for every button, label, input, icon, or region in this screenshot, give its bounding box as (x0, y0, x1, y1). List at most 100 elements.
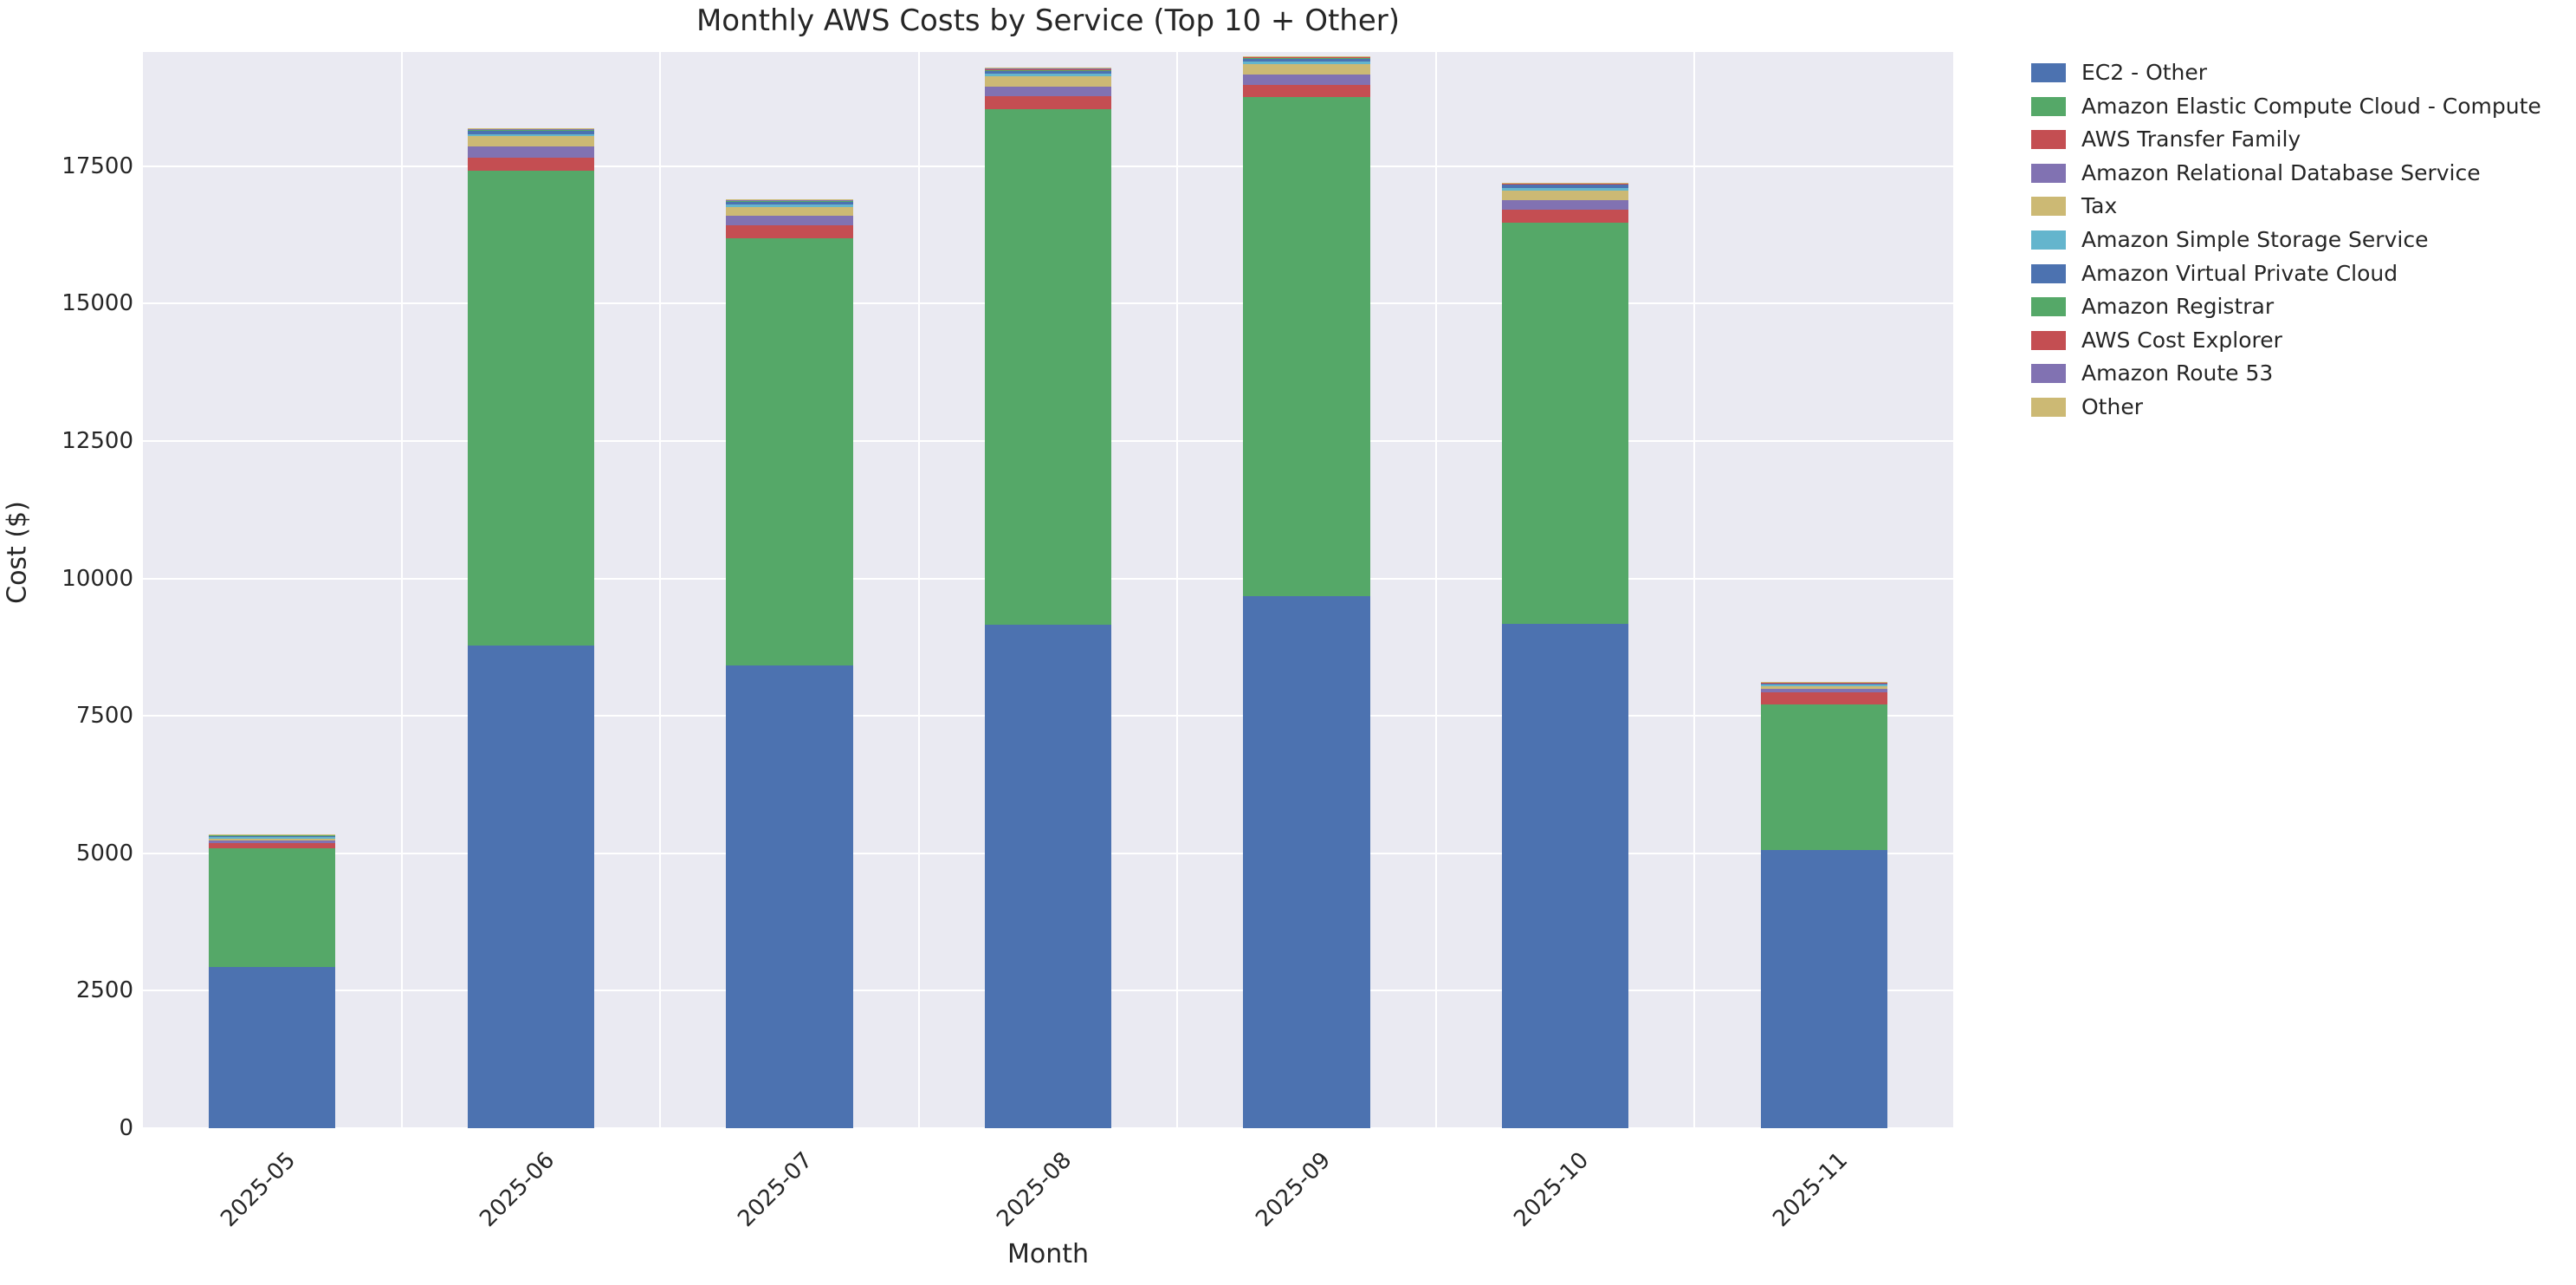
legend-swatch-icon (2031, 330, 2066, 350)
bar-segment[interactable] (1760, 704, 1887, 850)
bar-segment[interactable] (984, 86, 1112, 97)
legend-item[interactable]: Amazon Registrar (2031, 295, 2568, 317)
bar-segment[interactable] (1243, 56, 1370, 57)
bar-segment[interactable] (1243, 84, 1370, 98)
bar-segment[interactable] (1243, 595, 1370, 1128)
bar-segment[interactable] (984, 624, 1112, 1128)
legend-label: EC2 - Other (2081, 60, 2208, 85)
bar-stack-2025-11[interactable] (1760, 52, 1887, 1128)
legend-item[interactable]: Amazon Elastic Compute Cloud - Compute (2031, 95, 2568, 117)
bar-segment[interactable] (1501, 184, 1629, 185)
gridline-vertical (659, 52, 662, 1128)
gridline-vertical (400, 52, 403, 1128)
bar-segment[interactable] (1243, 55, 1370, 57)
bar-segment[interactable] (984, 76, 1112, 87)
bar-segment[interactable] (1243, 57, 1370, 59)
bar-segment[interactable] (984, 70, 1112, 75)
bar-segment[interactable] (1760, 691, 1887, 705)
legend-item[interactable]: Amazon Virtual Private Cloud (2031, 263, 2568, 284)
bar-stack-2025-05[interactable] (209, 52, 336, 1128)
bar-segment[interactable] (209, 840, 336, 844)
y-tick-label: 15000 (61, 290, 133, 317)
bar-segment[interactable] (209, 848, 336, 968)
bar-segment[interactable] (209, 967, 336, 1128)
bar-segment[interactable] (726, 200, 853, 202)
bar-segment[interactable] (1760, 683, 1887, 685)
bar-segment[interactable] (984, 69, 1112, 71)
x-tick-label: 2025-06 (475, 1147, 560, 1233)
bar-segment[interactable] (1501, 190, 1629, 200)
bar-segment[interactable] (1501, 182, 1629, 184)
bar-segment[interactable] (1501, 223, 1629, 624)
bar-segment[interactable] (726, 201, 853, 204)
bar-segment[interactable] (1501, 200, 1629, 211)
bar-segment[interactable] (467, 129, 594, 131)
bar-segment[interactable] (726, 216, 853, 226)
bar-segment[interactable] (726, 237, 853, 665)
bar-segment[interactable] (726, 204, 853, 207)
bar-segment[interactable] (726, 198, 853, 200)
bar-segment[interactable] (1760, 849, 1887, 1128)
bar-stack-2025-10[interactable] (1501, 52, 1629, 1128)
legend-item[interactable]: AWS Transfer Family (2031, 128, 2568, 150)
bar-segment[interactable] (467, 128, 594, 130)
x-tick-label: 2025-07 (733, 1147, 819, 1233)
bar-segment[interactable] (1760, 685, 1887, 686)
x-axis-label: Month (1006, 1239, 1090, 1269)
bar-segment[interactable] (1501, 183, 1629, 185)
bar-stack-2025-09[interactable] (1243, 52, 1370, 1128)
bar-segment[interactable] (1243, 97, 1370, 596)
bar-segment[interactable] (1501, 210, 1629, 224)
legend-item[interactable]: Amazon Relational Database Service (2031, 162, 2568, 184)
bar-segment[interactable] (467, 170, 594, 646)
bar-segment[interactable] (726, 200, 853, 201)
gridline-vertical (1693, 52, 1696, 1128)
legend-label: Tax (2081, 193, 2118, 219)
legend-item[interactable]: Tax (2031, 193, 2568, 219)
bar-segment[interactable] (209, 837, 336, 839)
bar-segment[interactable] (467, 645, 594, 1128)
y-tick-label: 17500 (61, 153, 133, 179)
bar-segment[interactable] (726, 206, 853, 217)
bar-segment[interactable] (467, 129, 594, 130)
bar-segment[interactable] (467, 130, 594, 134)
bar-segment[interactable] (1243, 62, 1370, 65)
bar-segment[interactable] (209, 835, 336, 838)
legend-label: Amazon Route 53 (2081, 360, 2274, 386)
bar-segment[interactable] (984, 74, 1112, 77)
bar-segment[interactable] (1501, 184, 1629, 188)
legend-item[interactable]: Amazon Simple Storage Service (2031, 229, 2568, 250)
bar-segment[interactable] (1243, 58, 1370, 62)
legend-label: AWS Cost Explorer (2081, 327, 2282, 353)
bar-segment[interactable] (467, 127, 594, 129)
y-tick-label: 10000 (61, 565, 133, 592)
bar-segment[interactable] (984, 68, 1112, 70)
legend-item[interactable]: AWS Cost Explorer (2031, 327, 2568, 353)
bar-segment[interactable] (726, 665, 853, 1128)
bar-segment[interactable] (984, 108, 1112, 625)
bar-segment[interactable] (467, 157, 594, 171)
bar-segment[interactable] (1760, 685, 1887, 690)
bar-stack-2025-06[interactable] (467, 52, 594, 1128)
bar-segment[interactable] (726, 225, 853, 238)
bar-segment[interactable] (467, 133, 594, 137)
legend-swatch-icon (2031, 163, 2066, 183)
bar-segment[interactable] (1243, 56, 1370, 58)
bar-segment[interactable] (209, 838, 336, 841)
bar-segment[interactable] (1501, 623, 1629, 1128)
bar-segment[interactable] (984, 68, 1112, 69)
legend-item[interactable]: Amazon Route 53 (2031, 360, 2568, 386)
legend-swatch-icon (2031, 364, 2066, 384)
bar-segment[interactable] (1243, 75, 1370, 85)
bar-segment[interactable] (1501, 187, 1629, 191)
bar-segment[interactable] (984, 96, 1112, 109)
bar-segment[interactable] (1760, 689, 1887, 692)
legend-item[interactable]: Other (2031, 396, 2568, 418)
bar-segment[interactable] (1243, 64, 1370, 75)
legend-item[interactable]: EC2 - Other (2031, 62, 2568, 83)
bar-segment[interactable] (467, 146, 594, 158)
bar-stack-2025-08[interactable] (984, 52, 1112, 1128)
bar-segment[interactable] (467, 136, 594, 147)
bar-stack-2025-07[interactable] (726, 52, 853, 1128)
bar-segment[interactable] (209, 843, 336, 849)
